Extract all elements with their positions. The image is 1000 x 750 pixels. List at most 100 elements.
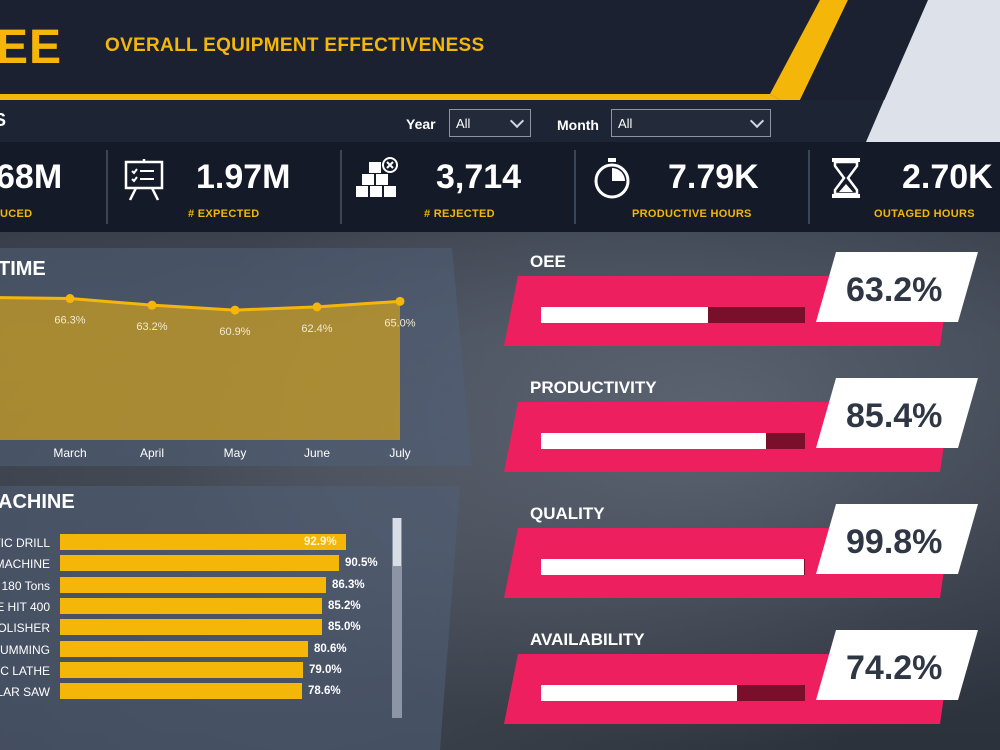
kpi-productive-hours-value: 7.79K: [668, 158, 759, 196]
machine-bar: [60, 576, 326, 593]
rejected-boxes-icon: [356, 157, 398, 197]
chevron-down-icon: [509, 113, 525, 129]
machine-name: LAR SAW: [0, 685, 50, 700]
machine-row[interactable]: UMMING 80.6%: [0, 640, 400, 659]
machine-row[interactable]: TIC DRILL 92.9%: [0, 534, 400, 552]
machine-row[interactable]: IC LATHE 79.0%: [0, 661, 400, 680]
metric-progress-fill: [541, 433, 766, 449]
trend-data-label: 63.2%: [136, 321, 167, 333]
trend-panel-title: TIME: [0, 258, 46, 280]
machine-value-label: 86.3%: [332, 578, 365, 591]
machine-row[interactable]: MACHINE 90.5%: [0, 555, 400, 573]
metric-graphic: [504, 378, 978, 472]
trend-area: [0, 297, 400, 440]
metric-title: QUALITY: [530, 504, 605, 523]
machine-value-label: 92.9%: [304, 536, 337, 548]
metric-title: OEE: [530, 252, 566, 271]
month-filter-label: Month: [557, 117, 599, 133]
app-logo: EE: [0, 21, 63, 74]
machine-value-label: 85.2%: [328, 599, 361, 612]
metric-value-box: [816, 630, 978, 700]
metric-progress-fill: [541, 307, 708, 323]
metric-graphic: [504, 504, 978, 598]
metric-card-oee[interactable]: OEE 63.2%: [500, 240, 1000, 360]
trend-data-label: 60.9%: [219, 326, 250, 338]
machine-value-label: 79.0%: [309, 663, 342, 676]
metric-graphic: [504, 630, 978, 724]
machine-row[interactable]: POLISHER 85.0%: [0, 619, 400, 637]
trend-data-label: 62.4%: [301, 323, 332, 335]
trend-point[interactable]: [312, 302, 322, 312]
machine-bar: [60, 555, 339, 572]
kpi-expected-label: # EXPECTED: [188, 208, 260, 220]
metric-progress-fill: [541, 685, 737, 701]
kpi-rejected-value: 3,714: [436, 158, 522, 196]
year-dropdown-value: All: [456, 116, 471, 131]
machine-bar: [60, 619, 322, 636]
machine-name: E HIT 400: [0, 599, 50, 614]
header-decoration: [0, 0, 1000, 100]
machine-name: 180 Tons: [1, 578, 51, 593]
metric-card-quality[interactable]: QUALITY 99.8%: [500, 492, 1000, 612]
kpi-divider: [340, 150, 342, 224]
stopwatch-icon: [594, 158, 630, 199]
machine-value-label: 80.6%: [314, 642, 347, 655]
scrollbar-thumb[interactable]: [393, 518, 401, 566]
machine-value-label: 85.0%: [328, 621, 361, 634]
hourglass-icon: [832, 158, 860, 198]
metric-value-box: [816, 504, 978, 574]
trend-line: [0, 296, 401, 312]
trend-x-tick-label: April: [140, 446, 164, 460]
metric-value-box: [816, 378, 978, 448]
presentation-board-icon: [124, 159, 164, 201]
kpi-productive-hours-label: PRODUCTIVE HOURS: [632, 208, 752, 220]
oee-trend-chart: %ary66.3%March63.2%April60.9%May62.4%Jun…: [0, 294, 416, 460]
kpi-rejected-label: # REJECTED: [424, 208, 495, 220]
year-filter-label: Year: [406, 116, 436, 132]
kpi-divider: [574, 150, 576, 224]
kpi-divider: [106, 150, 108, 224]
trend-x-tick-label: July: [389, 446, 410, 460]
metric-value: 99.8%: [846, 523, 943, 561]
machine-name: UMMING: [0, 642, 50, 657]
page-title: OVERALL EQUIPMENT EFFECTIVENESS: [105, 35, 485, 56]
trend-point[interactable]: [65, 294, 75, 304]
metric-progress-fill: [541, 559, 804, 575]
machine-bar-chart: TIC DRILL 92.9% MACHINE 90.5% 180 Tons 86.3% E…: [0, 534, 400, 714]
kpi-expected-value: 1.97M: [196, 158, 291, 196]
machine-bar: [60, 640, 308, 657]
trend-x-tick-label: June: [304, 446, 330, 460]
metric-card-availability[interactable]: AVAILABILITY 74.2%: [500, 618, 1000, 738]
trend-x-tick-label: May: [224, 446, 247, 460]
machine-value-label: 90.5%: [345, 557, 378, 570]
metric-card-productivity[interactable]: PRODUCTIVITY 85.4%: [500, 366, 1000, 486]
trend-point[interactable]: [147, 300, 157, 310]
filter-section-label: S: [0, 110, 7, 130]
machine-name: IC LATHE: [0, 663, 50, 678]
metric-title: AVAILABILITY: [530, 630, 645, 649]
header-light-panel: [866, 100, 1000, 142]
trend-data-label: 66.3%: [54, 315, 85, 327]
machine-bar: [60, 534, 346, 550]
trend-x-tick-label: March: [53, 446, 86, 460]
kpi-divider: [808, 150, 810, 224]
machine-value-label: 78.6%: [308, 685, 341, 698]
machine-bar: [60, 683, 302, 700]
machine-name: MACHINE: [0, 557, 50, 572]
metric-value: 63.2%: [846, 271, 943, 309]
machine-row[interactable]: E HIT 400 85.2%: [0, 597, 400, 616]
year-dropdown[interactable]: All: [449, 109, 531, 137]
metric-value: 74.2%: [846, 649, 943, 687]
month-dropdown[interactable]: All: [611, 109, 771, 137]
kpi-strip: [0, 142, 1000, 232]
machine-row[interactable]: LAR SAW 78.6%: [0, 683, 400, 701]
kpi-outaged-hours-value: 2.70K: [902, 158, 993, 196]
machine-name: POLISHER: [0, 621, 50, 636]
trend-point[interactable]: [395, 296, 405, 306]
kpi-produced-label: UCED: [0, 208, 33, 220]
kpi-outaged-hours-label: OUTAGED HOURS: [874, 208, 975, 220]
chevron-down-icon: [749, 113, 765, 129]
machine-row[interactable]: 180 Tons 86.3%: [0, 576, 400, 595]
trend-point[interactable]: [230, 305, 240, 315]
machine-list-scrollbar[interactable]: [392, 518, 402, 718]
